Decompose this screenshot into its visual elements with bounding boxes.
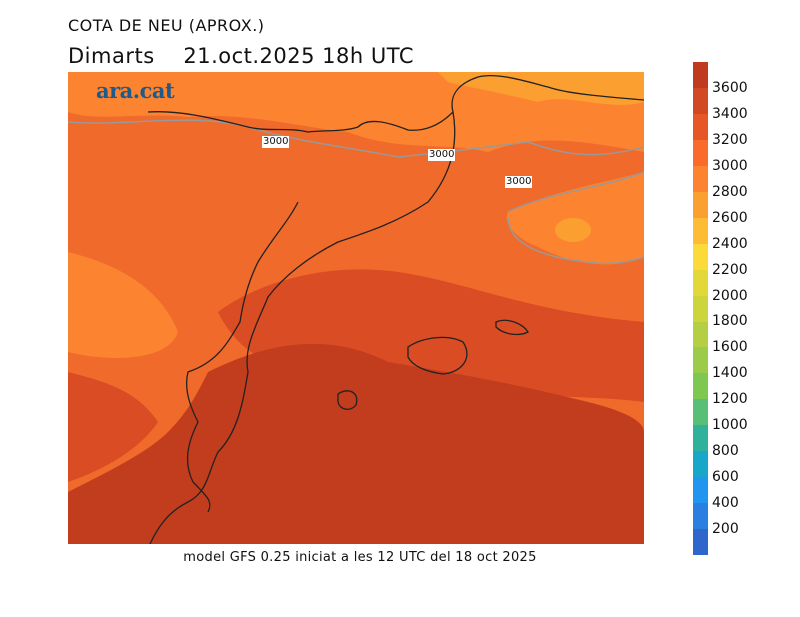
colorbar-tick-label: 3600 xyxy=(712,79,748,96)
island-menorca xyxy=(495,319,529,336)
contour-3000 xyxy=(68,119,644,265)
map-title: COTA DE NEU (APROX.) xyxy=(68,16,265,35)
colorbar-tick-label: 1200 xyxy=(712,391,748,408)
colorbar-tick-label: 2200 xyxy=(712,261,748,278)
colorbar-tick-label: 2800 xyxy=(712,183,748,200)
colorbar-segment xyxy=(693,217,708,244)
region-southwest-3400 xyxy=(68,372,158,482)
colorbar-segment xyxy=(693,321,708,348)
region-east-2600 xyxy=(555,218,591,242)
colorbar-segment xyxy=(693,269,708,296)
colorbar-tick-label: 400 xyxy=(712,495,739,512)
colorbar-tick-label: 3000 xyxy=(712,157,748,174)
colorbar-tick-label: 1600 xyxy=(712,339,748,356)
day-label: Dimarts xyxy=(68,44,155,68)
region-south-3600 xyxy=(68,343,644,544)
colorbar-tick-label: 1000 xyxy=(712,417,748,434)
snow-level-map xyxy=(68,72,644,544)
colorbar-segment xyxy=(693,477,708,504)
contour-label: 3000 xyxy=(428,149,456,161)
colorbar-tick-label: 2000 xyxy=(712,287,748,304)
colorbar-segment xyxy=(693,451,708,478)
colorbar-tick-label: 800 xyxy=(712,443,739,460)
colorbar xyxy=(693,62,708,556)
colorbar-segment xyxy=(693,243,708,270)
colorbar-segment xyxy=(693,191,708,218)
colorbar-segment xyxy=(693,529,708,556)
colorbar-segment xyxy=(693,503,708,530)
contour-label: 3000 xyxy=(505,176,533,188)
colorbar-tick-label: 1400 xyxy=(712,365,748,382)
region-west-2800 xyxy=(68,252,178,358)
colorbar-segment xyxy=(693,62,708,88)
colorbar-segment xyxy=(693,347,708,374)
colorbar-segment xyxy=(693,373,708,400)
date-label: 21.oct.2025 18h UTC xyxy=(183,44,414,68)
colorbar-segment xyxy=(693,165,708,192)
colorbar-tick-label: 2400 xyxy=(712,235,748,252)
colorbar-segment xyxy=(693,425,708,452)
island-mallorca xyxy=(407,336,468,375)
colorbar-tick-label: 2600 xyxy=(712,209,748,226)
model-info-footer: model GFS 0.25 iniciat a les 12 UTC del … xyxy=(183,550,537,565)
colorbar-tick-label: 1800 xyxy=(712,313,748,330)
colorbar-segment xyxy=(693,87,708,114)
colorbar-segment xyxy=(693,139,708,166)
colorbar-tick-label: 200 xyxy=(712,521,739,538)
colorbar-tick-label: 3200 xyxy=(712,131,748,148)
colorbar-tick-label: 600 xyxy=(712,469,739,486)
colorbar-tick-label: 3400 xyxy=(712,105,748,122)
region-northeast-2600 xyxy=(438,72,644,105)
coastline xyxy=(147,75,644,544)
contour-label: 3000 xyxy=(262,136,290,148)
island-ibiza xyxy=(337,390,358,410)
colorbar-segment xyxy=(693,295,708,322)
map-subtitle: Dimarts 21.oct.2025 18h UTC xyxy=(68,44,414,68)
ara-cat-logo: ara.cat xyxy=(96,78,175,103)
colorbar-segment xyxy=(693,113,708,140)
colorbar-segment xyxy=(693,399,708,426)
